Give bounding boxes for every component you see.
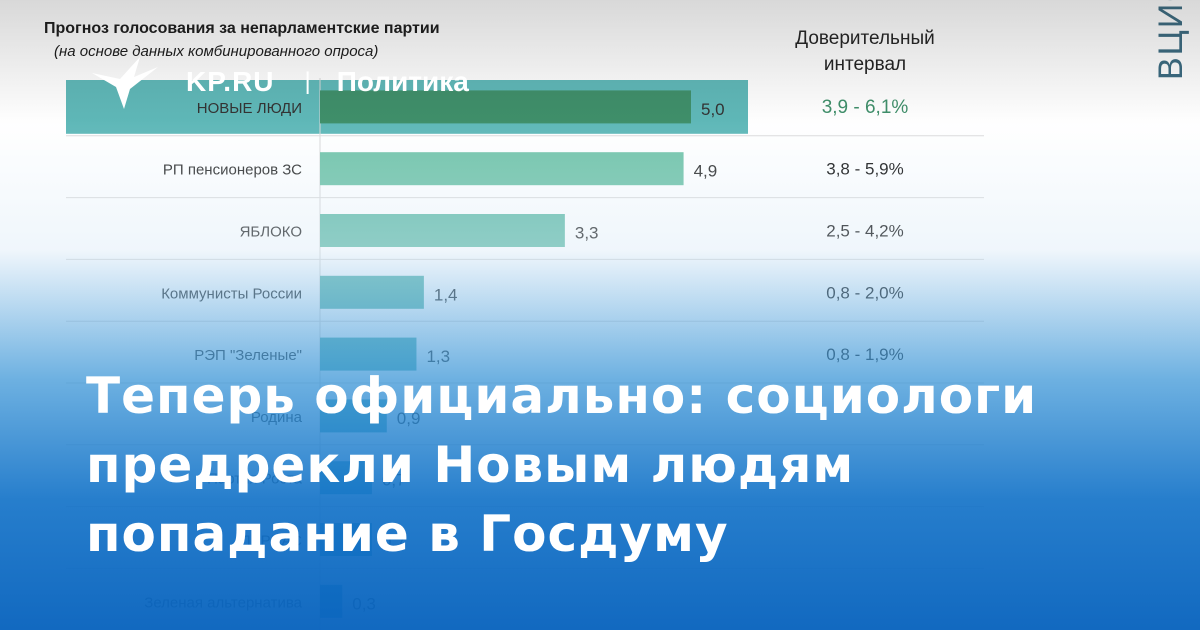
value-label: 1,4 xyxy=(434,285,458,304)
brand-header: KP.RU | Политика xyxy=(90,52,469,112)
category-label: Зеленая альтернатива xyxy=(144,594,302,611)
value-label: 0,3 xyxy=(352,594,376,613)
bar xyxy=(320,152,684,186)
kp-bird-logo-icon[interactable] xyxy=(90,53,160,111)
article-headline[interactable]: Теперь официально: социологи предрекли Н… xyxy=(86,367,1038,563)
value-label: 5,0 xyxy=(701,100,725,119)
confidence-interval-label: 0,8 - 2,0% xyxy=(826,283,904,302)
confidence-interval-label: 2,5 - 4,2% xyxy=(826,222,904,241)
category-label: ЯБЛОКО xyxy=(240,224,302,241)
bar xyxy=(320,214,565,247)
category-label: РП пенсионеров ЗС xyxy=(163,162,302,179)
confidence-interval-label: 3,9 - 6,1% xyxy=(822,97,909,118)
category-label: Коммунисты России xyxy=(161,285,302,302)
confidence-interval-label: 3,8 - 5,9% xyxy=(826,160,904,179)
bar xyxy=(320,275,424,309)
section-link[interactable]: Политика xyxy=(336,66,469,97)
brand-separator: | xyxy=(304,68,311,95)
value-label: 4,9 xyxy=(694,162,718,181)
bar xyxy=(320,584,343,618)
value-label: 3,3 xyxy=(575,224,599,243)
brand-name[interactable]: KP.RU xyxy=(186,66,275,97)
